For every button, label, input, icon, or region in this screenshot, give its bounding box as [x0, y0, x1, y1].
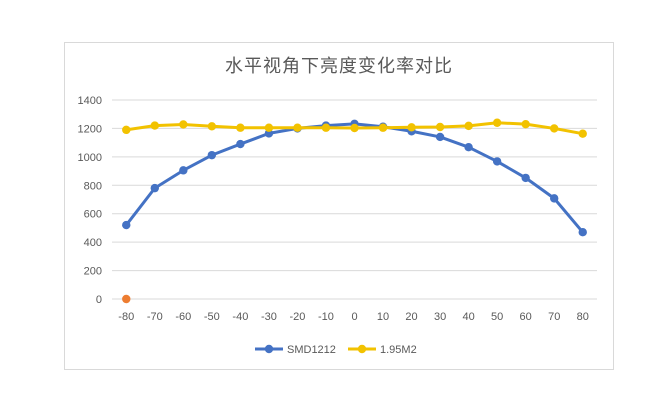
data-point: [264, 123, 274, 132]
data-point: [122, 125, 131, 135]
series-layer: [122, 118, 587, 304]
x-axis-ticks: -80 -70 -60 -50 -40 -30 -20 -10 0 10 20 30 40 50 60 70 8…: [118, 311, 589, 323]
x-tick-label: 70: [548, 311, 560, 323]
data-point: [521, 119, 530, 129]
y-tick-label: 600: [84, 209, 102, 221]
y-tick-label: 400: [84, 237, 102, 249]
legend-marker: [264, 344, 274, 354]
data-point: [179, 166, 188, 175]
x-tick-label: -70: [147, 311, 163, 323]
data-point: [207, 150, 217, 160]
x-tick-label: -50: [204, 311, 220, 323]
data-point: [492, 118, 502, 127]
data-point: [578, 129, 587, 138]
x-tick-label: -20: [289, 311, 305, 323]
data-point: [179, 120, 188, 129]
chart-area: [64, 42, 614, 370]
legend: SMD1212 1.95M2: [255, 344, 417, 356]
legend-label: SMD1212: [287, 344, 336, 356]
legend-label: 1.95M2: [380, 344, 417, 356]
x-tick-label: 60: [520, 311, 532, 323]
y-tick-label: 1200: [78, 123, 102, 135]
data-point: [435, 132, 445, 142]
data-point: [578, 227, 587, 237]
data-point: [150, 183, 159, 193]
data-point: [550, 194, 559, 203]
legend-marker: [357, 344, 367, 354]
y-axis-ticks: 0 200 400 600 800 1000 1200 1400: [78, 95, 102, 306]
x-tick-label: 80: [577, 311, 589, 323]
data-point: [521, 173, 530, 183]
x-tick-label: -80: [118, 311, 134, 323]
data-point: [378, 123, 388, 132]
y-tick-label: 1000: [78, 152, 102, 164]
data-point: [207, 122, 217, 131]
x-tick-label: 20: [405, 311, 417, 323]
x-tick-label: 50: [491, 311, 503, 323]
data-point: [464, 121, 473, 131]
data-point: [492, 157, 502, 166]
data-point: [293, 123, 302, 132]
x-tick-label: -40: [232, 311, 248, 323]
y-tick-label: 1400: [78, 95, 102, 107]
x-tick-label: -60: [175, 311, 191, 323]
data-point: [321, 123, 331, 132]
y-tick-label: 800: [84, 180, 102, 192]
data-point: [550, 124, 559, 133]
x-tick-label: 40: [462, 311, 474, 323]
x-tick-label: 30: [434, 311, 446, 323]
data-point: [150, 121, 159, 130]
data-point: [464, 142, 473, 152]
x-tick-label: 0: [351, 311, 357, 323]
data-point: [236, 139, 245, 149]
x-tick-label: 10: [377, 311, 389, 323]
data-point: [236, 123, 245, 132]
x-tick-label: -10: [318, 311, 334, 323]
data-point: [407, 123, 416, 132]
data-point: [350, 123, 359, 133]
x-tick-label: -30: [261, 311, 277, 323]
chart-title: 水平视角下亮度变化率对比: [225, 56, 453, 77]
data-point: [122, 220, 131, 230]
y-tick-label: 0: [96, 294, 102, 306]
y-tick-label: 200: [84, 266, 102, 278]
data-point: [435, 122, 445, 132]
series-line-smd1212: [125, 122, 584, 234]
data-point-extra: [122, 294, 131, 304]
